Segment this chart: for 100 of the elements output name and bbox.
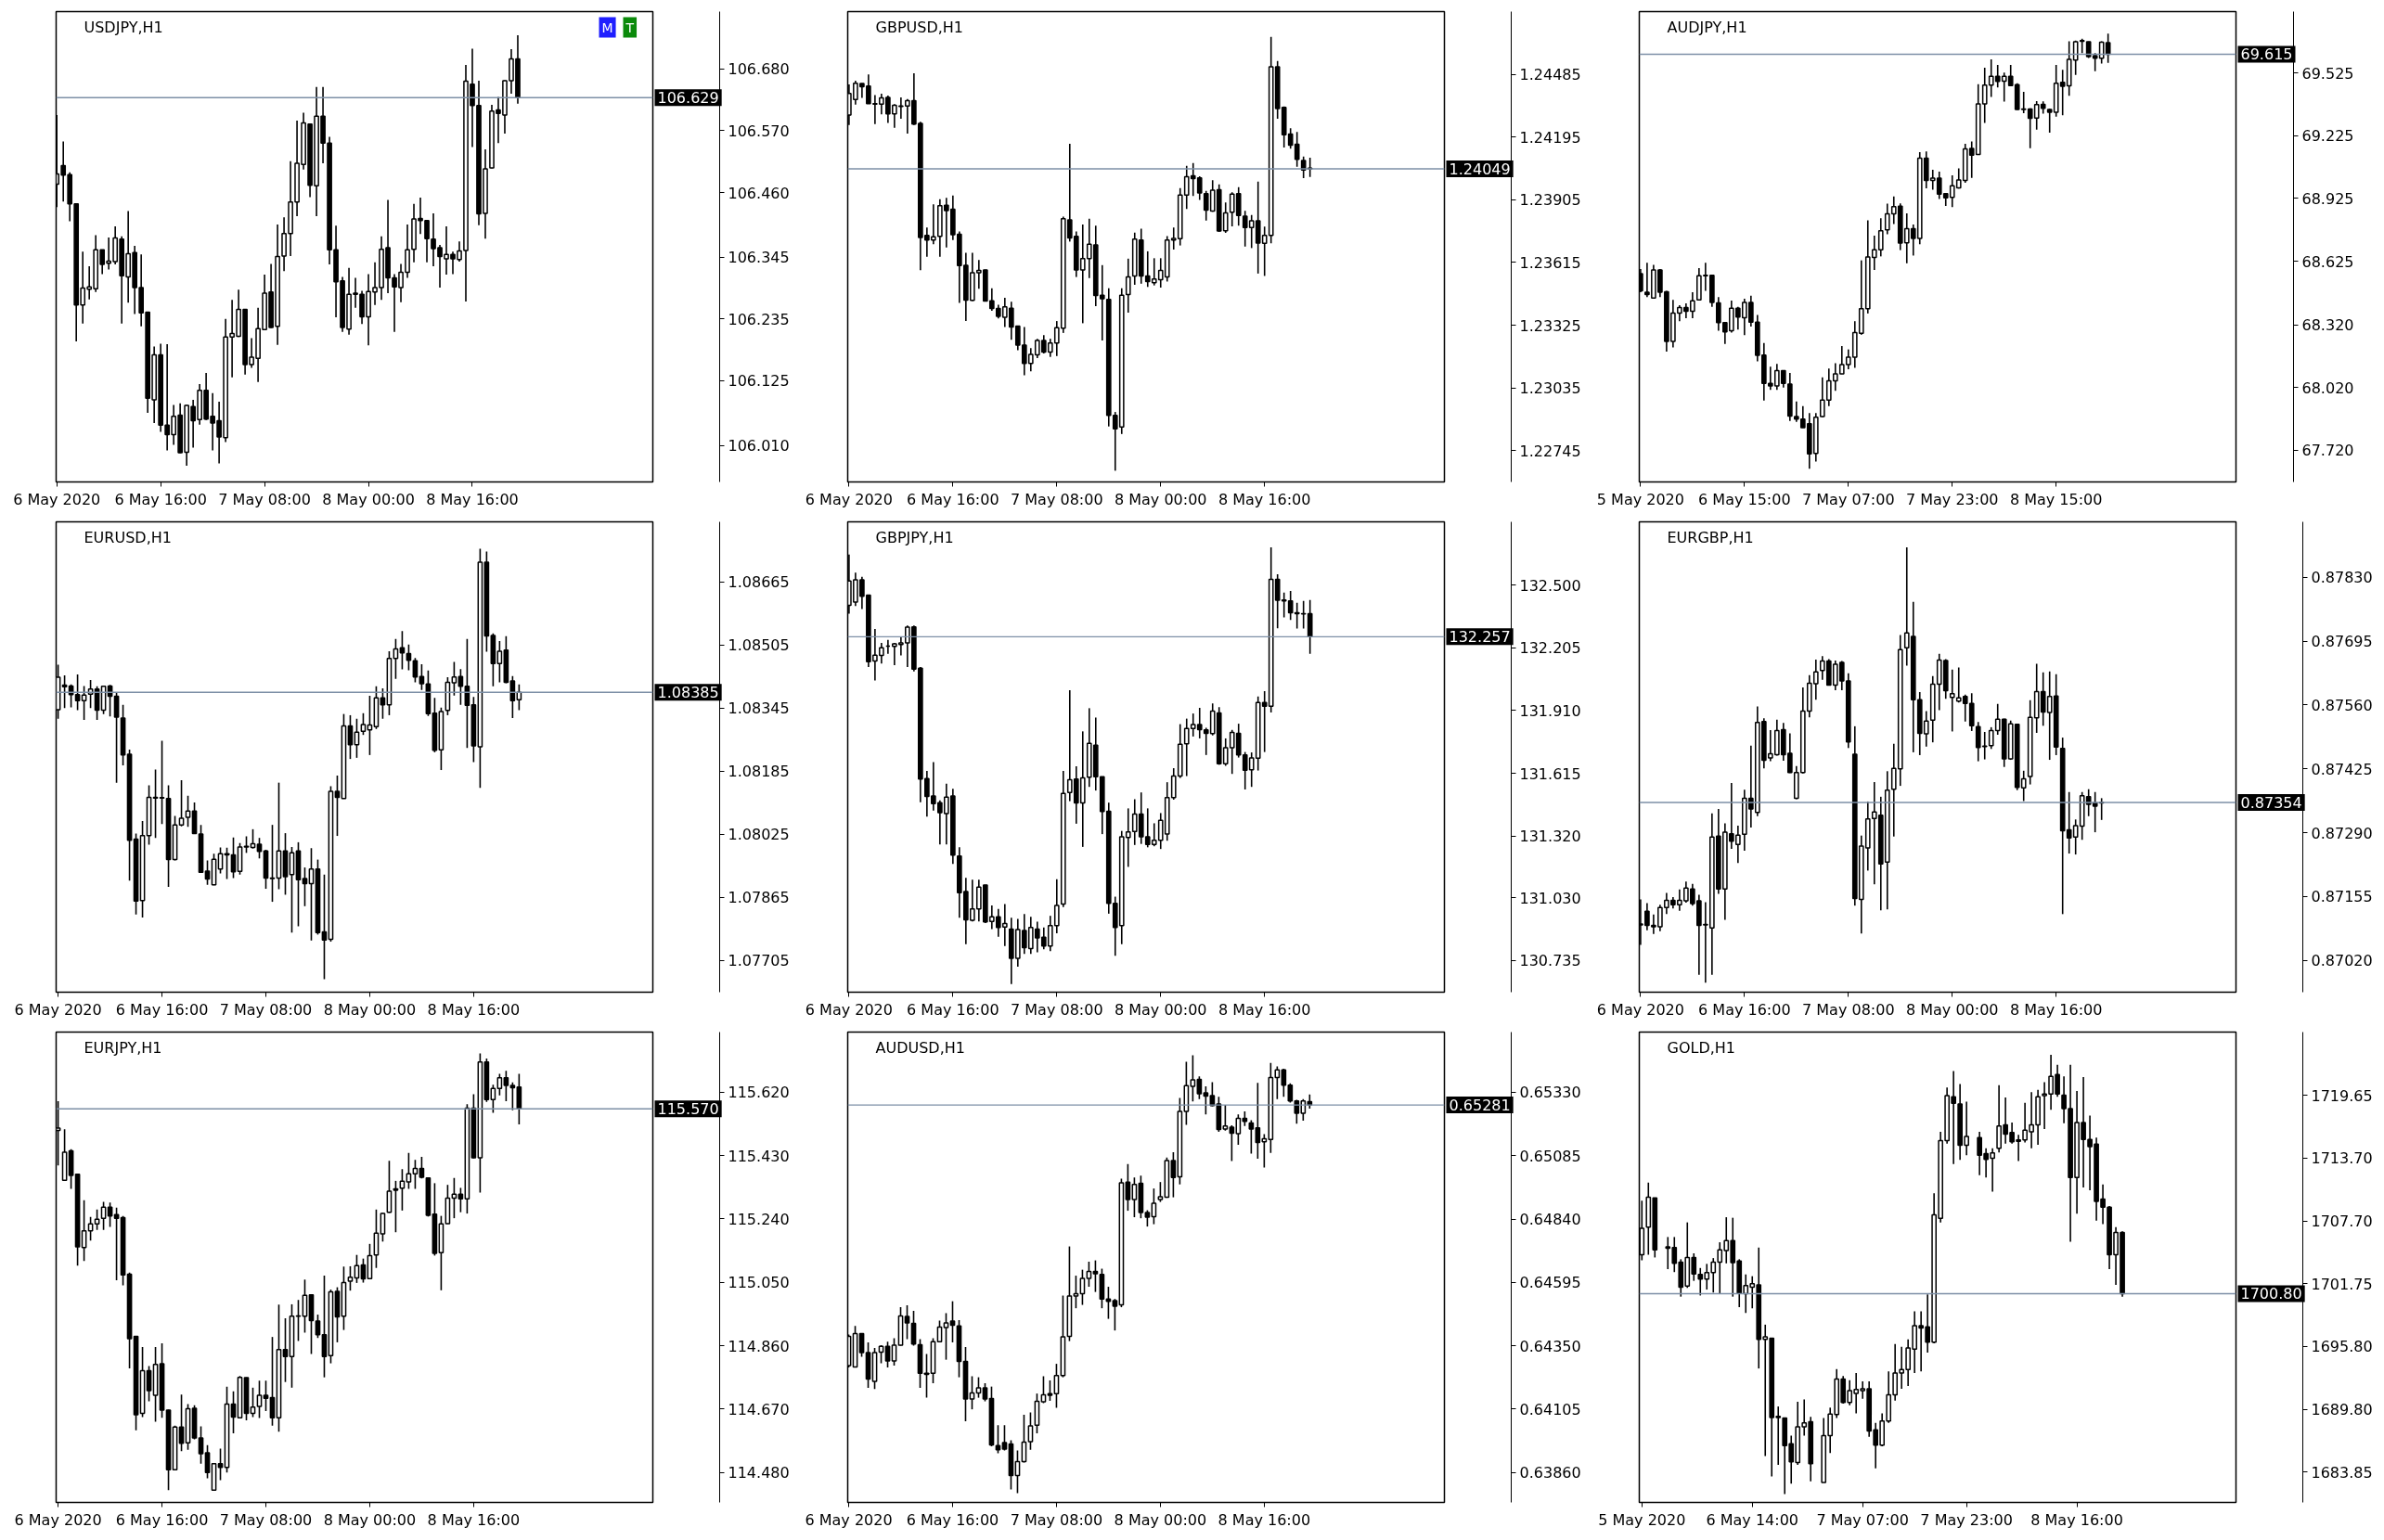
- y-tick-label: 131.615: [1519, 764, 1581, 783]
- y-tick-label: 1.08665: [728, 573, 790, 592]
- x-tick-label: 7 May 08:00: [1802, 1000, 1895, 1019]
- x-tick-label: 8 May 00:00: [1114, 1510, 1207, 1529]
- x-tick-label: 5 May 2020: [1596, 490, 1684, 508]
- y-tick-label: 1.24195: [1519, 128, 1581, 147]
- ref-line-label: 1.24049: [1449, 160, 1511, 178]
- x-tick-label: 6 May 2020: [805, 1510, 893, 1529]
- ref-line-label: 106.629: [657, 89, 719, 108]
- y-tick-label: 0.87425: [2311, 760, 2373, 778]
- x-tick-label: 8 May 16:00: [427, 1510, 521, 1529]
- x-tick-label: 7 May 08:00: [1011, 1000, 1103, 1019]
- y-tick-label: 0.64840: [1519, 1211, 1581, 1229]
- text: AUDJPY,H1: [1667, 18, 1747, 36]
- text: EURGBP,H1: [1667, 528, 1754, 546]
- y-tick-label: 106.125: [728, 372, 790, 391]
- y-tick-label: 115.050: [728, 1274, 790, 1292]
- x-tick-label: 6 May 2020: [14, 1510, 102, 1529]
- y-tick-label: 1.08345: [728, 699, 790, 718]
- y-tick-label: 1.07705: [728, 952, 790, 970]
- x-tick-label: 8 May 00:00: [1114, 490, 1207, 508]
- y-tick-label: 1.23615: [1519, 253, 1581, 272]
- y-tick-label: 1.23325: [1519, 316, 1581, 335]
- x-tick-label: 7 May 08:00: [218, 490, 311, 508]
- y-tick-label: 1719.65: [2311, 1086, 2373, 1105]
- x-tick-label: 8 May 00:00: [323, 1000, 417, 1019]
- x-tick-label: 6 May 16:00: [907, 490, 999, 508]
- x-tick-label: 8 May 16:00: [1218, 1510, 1311, 1529]
- text: EURJPY,H1: [84, 1038, 162, 1057]
- y-tick-label: 1.23035: [1519, 379, 1581, 398]
- y-tick-label: 1713.70: [2311, 1149, 2373, 1168]
- text: GBPUSD,H1: [875, 18, 964, 36]
- y-tick-label: 106.235: [728, 310, 790, 328]
- y-tick-label: 1.22745: [1519, 442, 1581, 460]
- y-tick-label: 0.65085: [1519, 1147, 1581, 1165]
- y-tick-label: 68.320: [2301, 316, 2354, 335]
- y-tick-label: 1.24485: [1519, 66, 1581, 84]
- y-tick-label: 1.08505: [728, 636, 790, 655]
- ref-line-label: 0.87354: [2240, 793, 2302, 812]
- y-tick-label: 114.670: [728, 1400, 790, 1418]
- y-tick-label: 114.480: [728, 1464, 790, 1482]
- x-tick-label: 7 May 08:00: [1010, 1510, 1103, 1529]
- y-tick-label: 106.010: [728, 437, 790, 456]
- x-tick-label: 7 May 23:00: [1905, 490, 1999, 508]
- x-tick-label: 6 May 2020: [14, 1000, 102, 1019]
- y-tick-label: 132.205: [1519, 639, 1581, 658]
- x-tick-label: 8 May 00:00: [1114, 1000, 1207, 1019]
- y-tick-label: 0.64595: [1519, 1274, 1581, 1292]
- y-tick-label: 67.720: [2301, 442, 2354, 460]
- y-tick-label: 0.87830: [2311, 569, 2373, 587]
- y-tick-label: 1695.80: [2311, 1338, 2373, 1356]
- text: GBPJPY,H1: [875, 528, 954, 546]
- y-tick-label: 68.020: [2301, 379, 2354, 397]
- x-tick-label: 8 May 15:00: [2009, 490, 2103, 508]
- y-tick-label: 0.87560: [2311, 696, 2373, 714]
- y-tick-label: 132.500: [1519, 576, 1581, 595]
- y-tick-label: 0.87020: [2311, 952, 2373, 970]
- y-tick-label: 1701.75: [2311, 1275, 2373, 1293]
- y-tick-label: 0.65330: [1519, 1084, 1581, 1102]
- annotation: T: [625, 19, 635, 35]
- x-tick-label: 6 May 2020: [13, 490, 101, 508]
- ref-line-label: 1700.80: [2240, 1285, 2302, 1303]
- x-tick-label: 6 May 16:00: [114, 490, 207, 508]
- x-tick-label: 6 May 2020: [805, 490, 893, 508]
- x-tick-label: 8 May 16:00: [1218, 1000, 1311, 1019]
- x-tick-label: 6 May 16:00: [115, 1510, 209, 1529]
- y-tick-label: 0.63860: [1519, 1464, 1581, 1482]
- ref-line-label: 69.615: [2240, 45, 2293, 64]
- y-tick-label: 131.910: [1519, 701, 1581, 720]
- y-tick-label: 115.240: [728, 1210, 790, 1228]
- x-tick-label: 6 May 16:00: [907, 1000, 999, 1019]
- x-tick-label: 8 May 16:00: [2030, 1510, 2123, 1529]
- y-tick-label: 0.64105: [1519, 1400, 1581, 1418]
- y-tick-label: 0.87695: [2311, 633, 2373, 651]
- y-tick-label: 0.64350: [1519, 1337, 1581, 1355]
- annotation: M: [601, 19, 613, 35]
- y-tick-label: 1683.85: [2311, 1463, 2373, 1482]
- y-tick-label: 1707.70: [2311, 1213, 2373, 1231]
- x-tick-label: 6 May 16:00: [115, 1000, 209, 1019]
- x-tick-label: 6 May 2020: [805, 1000, 893, 1019]
- x-tick-label: 6 May 16:00: [1698, 1000, 1791, 1019]
- x-tick-label: 8 May 16:00: [426, 490, 519, 508]
- y-tick-label: 114.860: [728, 1337, 790, 1355]
- y-tick-label: 1.23905: [1519, 191, 1581, 210]
- y-tick-label: 1.08025: [728, 826, 790, 844]
- x-tick-label: 5 May 2020: [1598, 1510, 1686, 1529]
- text: EURUSD,H1: [84, 528, 172, 546]
- x-tick-label: 8 May 16:00: [1218, 490, 1311, 508]
- ref-line-label: 1.08385: [657, 684, 719, 702]
- y-tick-label: 1689.80: [2311, 1401, 2373, 1419]
- y-tick-label: 0.87155: [2311, 888, 2373, 906]
- y-tick-label: 69.225: [2301, 127, 2354, 146]
- text: USDJPY,H1: [84, 18, 163, 36]
- y-tick-label: 106.460: [728, 184, 790, 202]
- y-tick-label: 106.570: [728, 122, 790, 140]
- y-tick-label: 0.87290: [2311, 824, 2373, 842]
- ref-line-label: 0.65281: [1449, 1097, 1511, 1115]
- x-tick-label: 7 May 23:00: [1920, 1510, 2013, 1529]
- x-tick-label: 7 May 07:00: [1802, 490, 1895, 508]
- y-tick-label: 130.735: [1519, 952, 1581, 970]
